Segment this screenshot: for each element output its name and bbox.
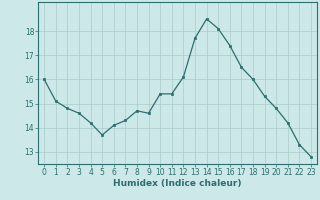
X-axis label: Humidex (Indice chaleur): Humidex (Indice chaleur) [113,179,242,188]
